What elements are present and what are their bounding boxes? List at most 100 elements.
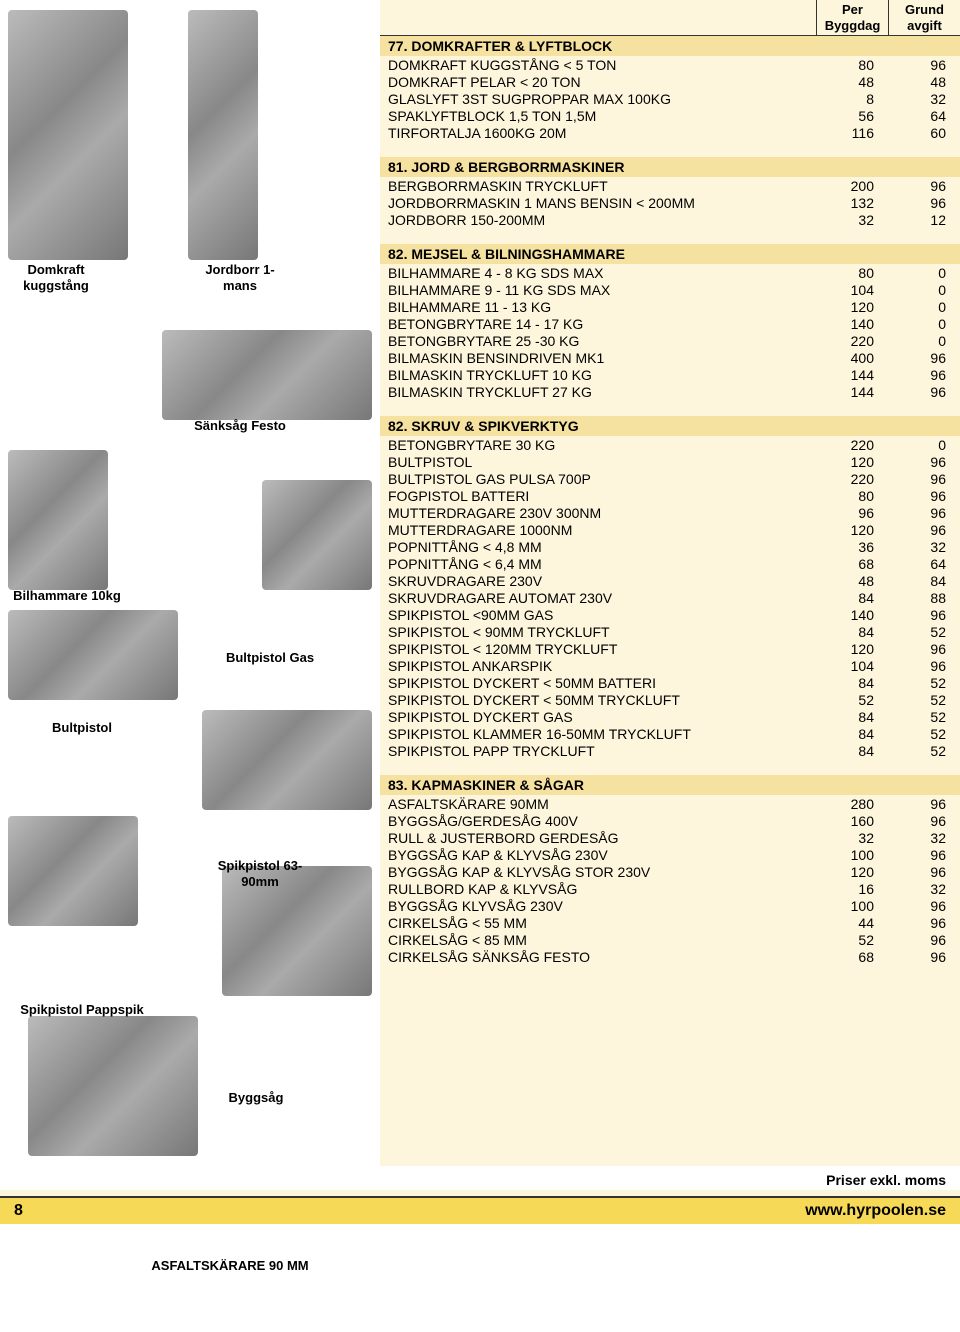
item-grund: 96: [888, 521, 960, 538]
item-grund: 48: [888, 73, 960, 90]
price-note: Priser exkl. moms: [0, 1166, 960, 1190]
item-grund: 52: [888, 674, 960, 691]
item-name: BYGGSÅG/GERDESÅG 400V: [380, 812, 816, 829]
table-row: DOMKRAFT PELAR < 20 TON4848: [380, 73, 960, 90]
table-row: MUTTERDRAGARE 230V 300NM9696: [380, 504, 960, 521]
table-row: MUTTERDRAGARE 1000NM12096: [380, 521, 960, 538]
table-row: BETONGBRYTARE 14 - 17 KG1400: [380, 315, 960, 332]
price-table: ASFALTSKÄRARE 90MM28096BYGGSÅG/GERDESÅG …: [380, 795, 960, 965]
item-per: 36: [816, 538, 888, 555]
spik6390-label: Spikpistol 63-90mm: [210, 858, 310, 889]
item-per: 96: [816, 504, 888, 521]
item-per: 52: [816, 691, 888, 708]
item-name: SPIKPISTOL ANKARSPIK: [380, 657, 816, 674]
item-grund: 96: [888, 657, 960, 674]
item-name: SPIKPISTOL PAPP TRYCKLUFT: [380, 742, 816, 759]
table-row: BERGBORRMASKIN TRYCKLUFT20096: [380, 177, 960, 194]
item-name: JORDBORRMASKIN 1 MANS BENSIN < 200MM: [380, 194, 816, 211]
item-per: 48: [816, 73, 888, 90]
jordborr-image: [188, 10, 258, 260]
table-row: CIRKELSÅG SÄNKSÅG FESTO6896: [380, 948, 960, 965]
table-row: BYGGSÅG/GERDESÅG 400V16096: [380, 812, 960, 829]
item-name: SKRUVDRAGARE 230V: [380, 572, 816, 589]
item-grund: 96: [888, 948, 960, 965]
item-grund: 96: [888, 914, 960, 931]
item-name: BETONGBRYTARE 14 - 17 KG: [380, 315, 816, 332]
table-row: ASFALTSKÄRARE 90MM28096: [380, 795, 960, 812]
header-grund-l2: avgift: [907, 18, 942, 33]
page-container: Domkraft kuggstång Jordborr 1-mans Sänks…: [0, 0, 960, 1224]
section-title: 82. MEJSEL & BILNINGSHAMMARE: [380, 244, 960, 264]
item-name: SPIKPISTOL < 90MM TRYCKLUFT: [380, 623, 816, 640]
item-per: 120: [816, 521, 888, 538]
item-name: DOMKRAFT KUGGSTÅNG < 5 TON: [380, 56, 816, 73]
item-grund: 96: [888, 366, 960, 383]
item-grund: 96: [888, 487, 960, 504]
table-row: BILHAMMARE 9 - 11 KG SDS MAX1040: [380, 281, 960, 298]
bultpistolgas-label: Bultpistol Gas: [210, 650, 330, 666]
bultpistol-image: [8, 610, 178, 700]
item-per: 120: [816, 298, 888, 315]
item-grund: 96: [888, 931, 960, 948]
price-table: BILHAMMARE 4 - 8 KG SDS MAX800BILHAMMARE…: [380, 264, 960, 400]
table-row: BILMASKIN BENSINDRIVEN MK140096: [380, 349, 960, 366]
table-row: SPIKPISTOL DYCKERT < 50MM TRYCKLUFT5252: [380, 691, 960, 708]
item-per: 52: [816, 931, 888, 948]
item-grund: 0: [888, 281, 960, 298]
item-name: BILMASKIN BENSINDRIVEN MK1: [380, 349, 816, 366]
item-grund: 96: [888, 812, 960, 829]
item-grund: 32: [888, 880, 960, 897]
header-grund: Grund avgift: [888, 0, 960, 35]
item-per: 116: [816, 124, 888, 141]
item-grund: 96: [888, 177, 960, 194]
footer-bar: 8 www.hyrpoolen.se: [0, 1196, 960, 1224]
item-grund: 52: [888, 708, 960, 725]
item-name: SPAKLYFTBLOCK 1,5 TON 1,5M: [380, 107, 816, 124]
item-grund: 52: [888, 623, 960, 640]
bilhammare-image: [8, 450, 108, 590]
item-per: 84: [816, 674, 888, 691]
table-row: GLASLYFT 3ST SUGPROPPAR MAX 100KG832: [380, 90, 960, 107]
table-row: BILHAMMARE 4 - 8 KG SDS MAX800: [380, 264, 960, 281]
item-grund: 96: [888, 640, 960, 657]
table-row: BILMASKIN TRYCKLUFT 10 KG14496: [380, 366, 960, 383]
pappspik-label: Spikpistol Pappspik: [2, 1002, 162, 1018]
item-grund: 0: [888, 315, 960, 332]
spik6390-image: [202, 710, 372, 810]
item-grund: 32: [888, 829, 960, 846]
item-per: 80: [816, 264, 888, 281]
item-name: CIRKELSÅG < 55 MM: [380, 914, 816, 931]
table-row: BETONGBRYTARE 30 KG2200: [380, 436, 960, 453]
price-table: BERGBORRMASKIN TRYCKLUFT20096JORDBORRMAS…: [380, 177, 960, 228]
item-per: 220: [816, 436, 888, 453]
item-name: BETONGBRYTARE 25 -30 KG: [380, 332, 816, 349]
item-name: POPNITTÅNG < 6,4 MM: [380, 555, 816, 572]
item-per: 84: [816, 623, 888, 640]
item-per: 48: [816, 572, 888, 589]
item-grund: 0: [888, 264, 960, 281]
header-grund-l1: Grund: [905, 2, 944, 17]
item-grund: 96: [888, 795, 960, 812]
table-row: SPIKPISTOL PAPP TRYCKLUFT8452: [380, 742, 960, 759]
item-per: 84: [816, 708, 888, 725]
table-row: JORDBORR 150-200MM3212: [380, 211, 960, 228]
item-grund: 52: [888, 725, 960, 742]
item-name: ASFALTSKÄRARE 90MM: [380, 795, 816, 812]
table-row: BILMASKIN TRYCKLUFT 27 KG14496: [380, 383, 960, 400]
item-grund: 96: [888, 897, 960, 914]
item-per: 140: [816, 606, 888, 623]
item-per: 132: [816, 194, 888, 211]
item-per: 160: [816, 812, 888, 829]
header-per-l1: Per: [842, 2, 863, 17]
item-grund: 96: [888, 606, 960, 623]
table-row: POPNITTÅNG < 6,4 MM6864: [380, 555, 960, 572]
table-row: RULLBORD KAP & KLYVSÅG1632: [380, 880, 960, 897]
item-per: 44: [816, 914, 888, 931]
sections-container: 77. DOMKRAFTER & LYFTBLOCKDOMKRAFT KUGGS…: [380, 36, 960, 965]
item-grund: 32: [888, 538, 960, 555]
item-per: 68: [816, 948, 888, 965]
item-per: 120: [816, 453, 888, 470]
content-row: Domkraft kuggstång Jordborr 1-mans Sänks…: [0, 0, 960, 1166]
item-per: 68: [816, 555, 888, 572]
asfalt-label: ASFALTSKÄRARE 90 MM: [130, 1258, 330, 1274]
